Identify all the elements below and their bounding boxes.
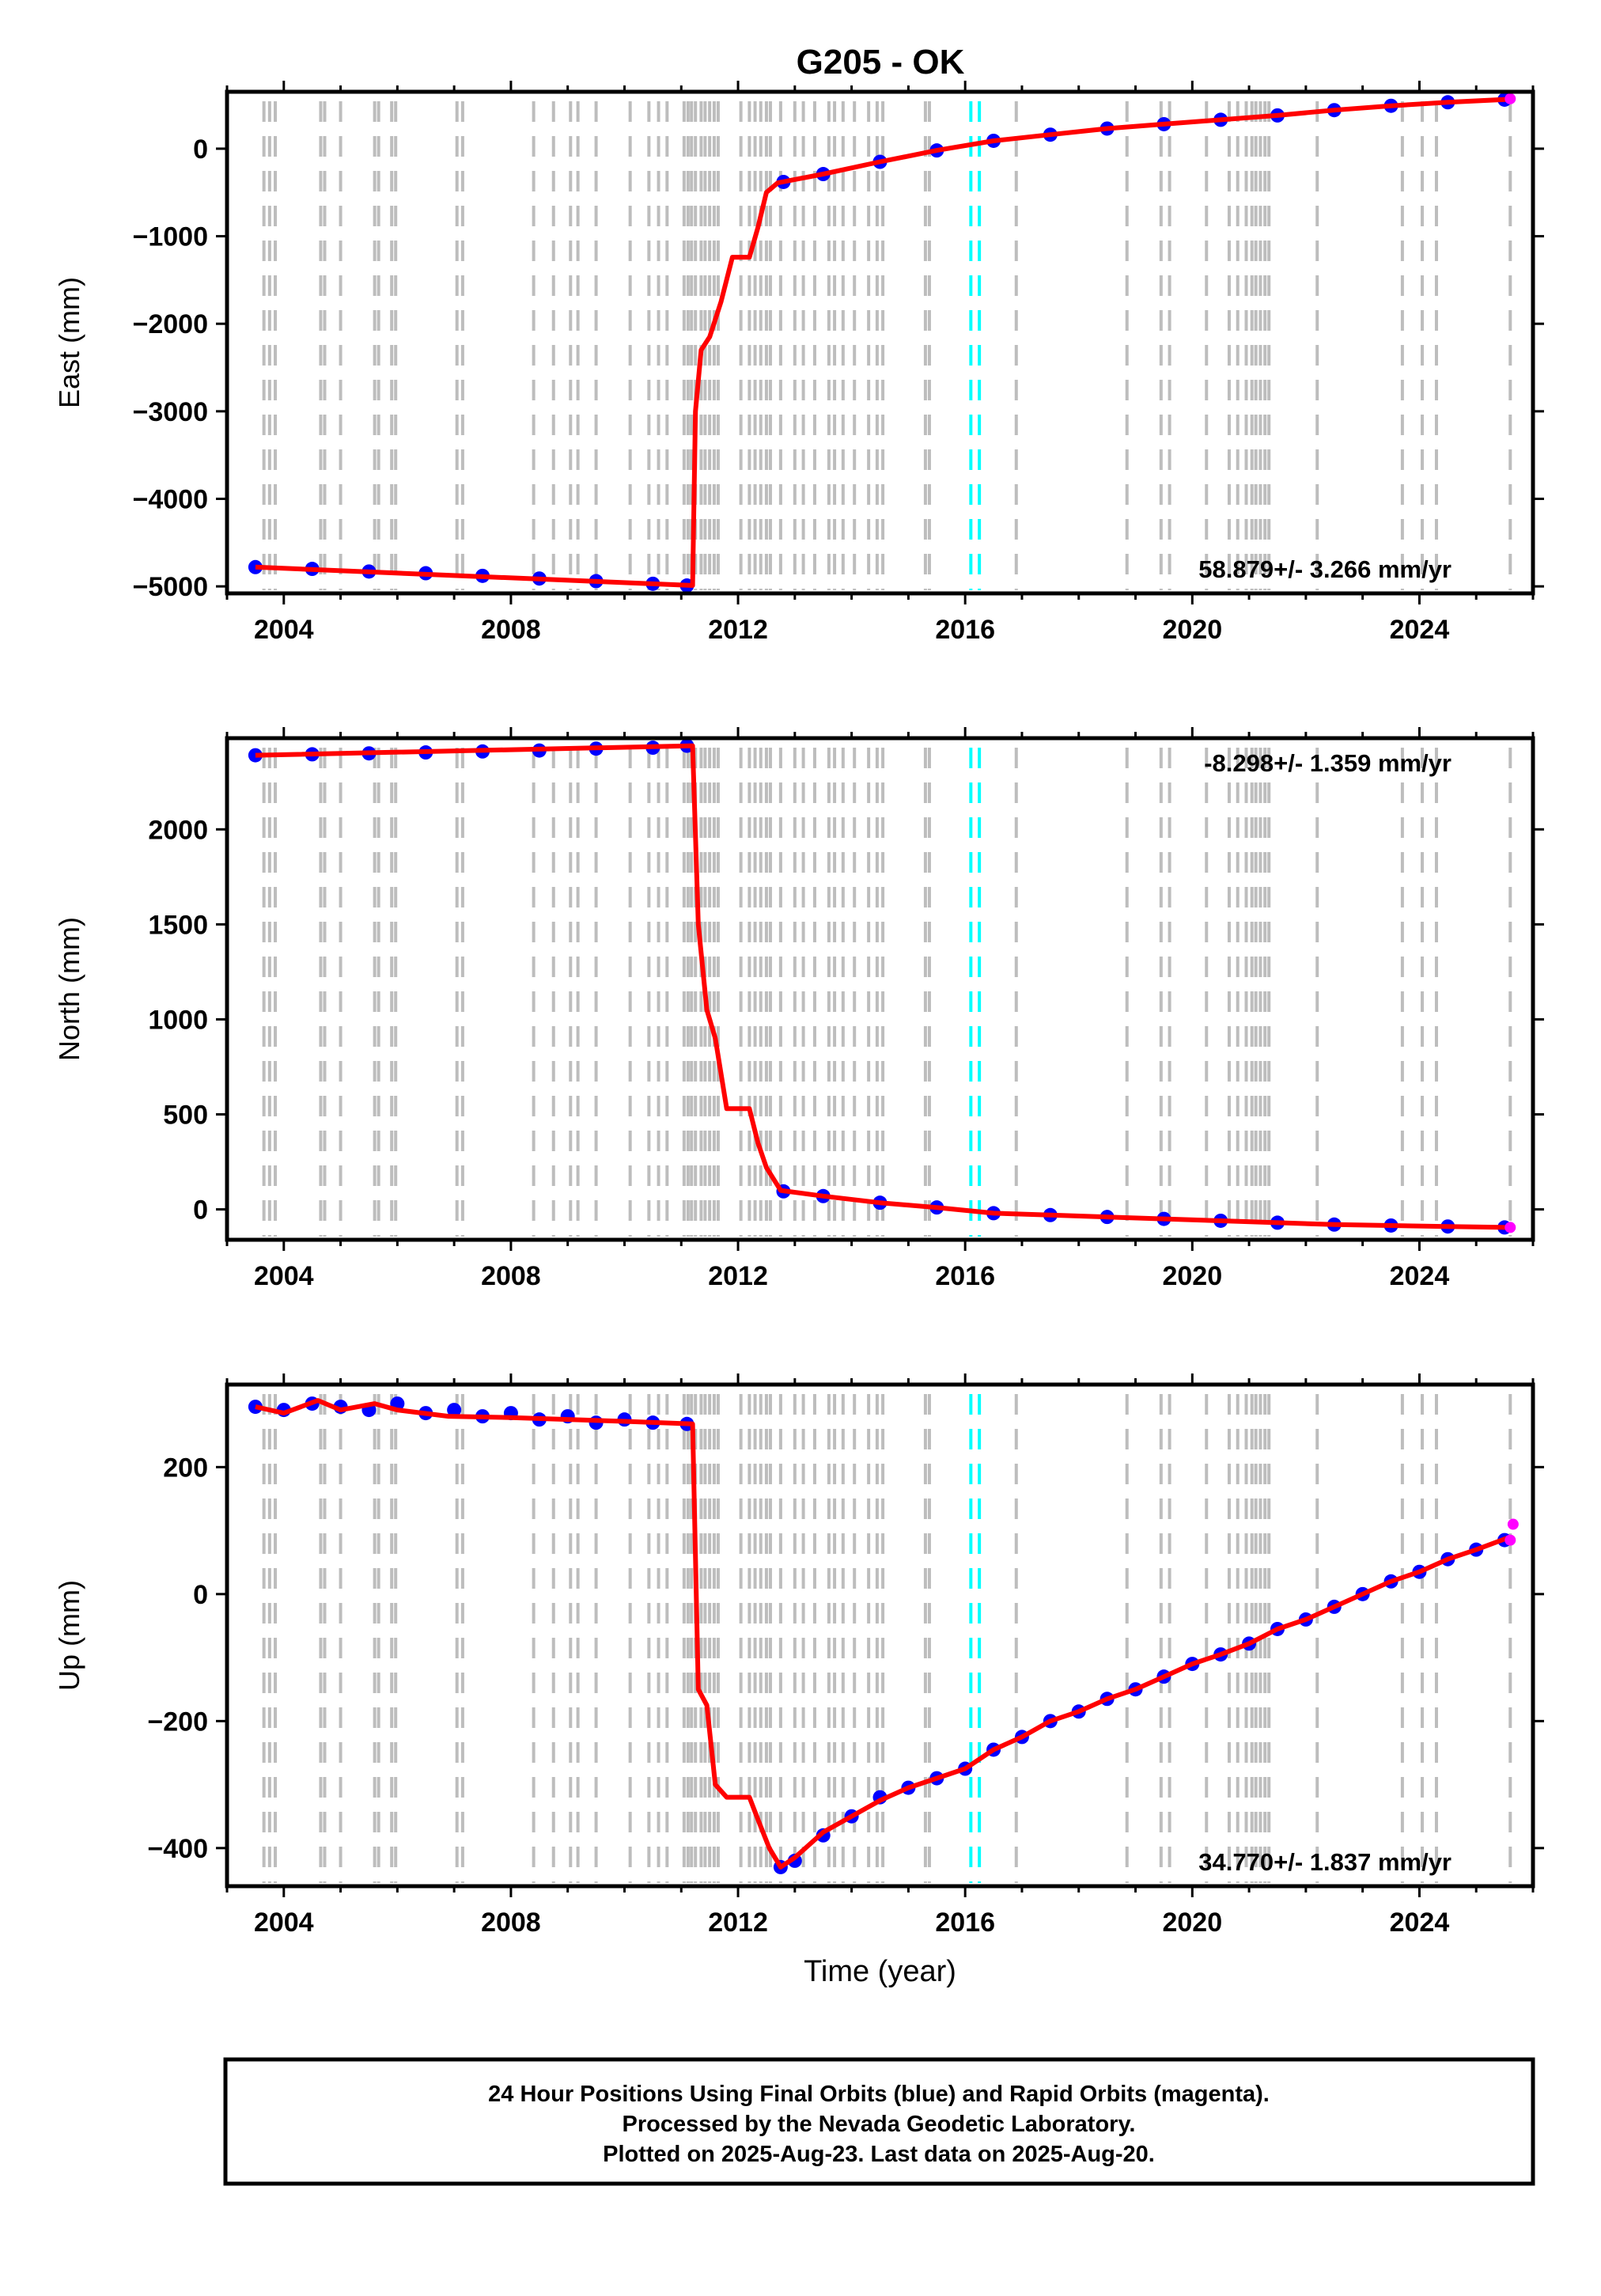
y-tick-label: 500: [163, 1101, 208, 1131]
rate-label: 58.879+/- 3.266 mm/yr: [1198, 555, 1451, 583]
x-tick-label: 2012: [708, 1908, 768, 1938]
final-orbit-point: [447, 1403, 462, 1418]
y-axis-label: Up (mm): [53, 1580, 85, 1691]
y-tick-label: −3000: [133, 397, 209, 427]
plot-frame: [225, 736, 1535, 1242]
plot-frame: [225, 1382, 1535, 1889]
y-tick-label: 200: [163, 1453, 208, 1483]
y-tick-label: −400: [147, 1834, 208, 1864]
y-tick-label: −200: [147, 1707, 208, 1737]
rapid-orbit-point: [1504, 93, 1516, 104]
x-tick-label: 2008: [481, 615, 541, 645]
footer-border: [223, 2057, 1535, 2186]
y-tick-label: −2000: [133, 309, 209, 339]
footer-line-3: Plotted on 2025-Aug-23. Last data on 202…: [603, 2142, 1155, 2167]
plot-frame: [225, 89, 1535, 596]
plot-area: [227, 92, 1533, 593]
y-axis-label: North (mm): [53, 917, 85, 1061]
y-axis-label: East (mm): [53, 277, 85, 408]
footer-line-1: 24 Hour Positions Using Final Orbits (bl…: [488, 2082, 1270, 2107]
x-tick-label: 2024: [1390, 1261, 1450, 1291]
y-tick-label: 0: [193, 1195, 208, 1226]
x-tick-label: 2008: [481, 1261, 541, 1291]
x-tick-label: 2020: [1162, 1908, 1222, 1938]
y-tick-label: −5000: [133, 572, 209, 602]
y-tick-label: −4000: [133, 485, 209, 515]
footer-box: 24 Hour Positions Using Final Orbits (bl…: [223, 2057, 1535, 2186]
x-tick-label: 2012: [708, 615, 768, 645]
x-tick-label: 2008: [481, 1908, 541, 1938]
y-tick-label: −1000: [133, 222, 209, 252]
model-line: [255, 97, 1511, 588]
x-tick-label: 2004: [254, 1908, 314, 1938]
east-panel: 2004 2008 2012 2016 2020 2024 0 −1000 −2000 −3000…: [53, 81, 1544, 645]
chart-title: G205 - OK: [797, 43, 965, 81]
final-orbit-point: [248, 748, 263, 763]
rapid-orbit-point: [1507, 1518, 1519, 1530]
y-tick-label: 0: [193, 1580, 208, 1610]
x-tick-label: 2016: [935, 1908, 995, 1938]
y-tick-label: 1000: [148, 1005, 208, 1035]
y-tick-label: 1500: [148, 910, 208, 940]
north-panel: 2004 2008 2012 2016 2020 2024 0 500 1000 1500 2000…: [53, 727, 1544, 1291]
up-panel: 2004 2008 2012 2016 2020 2024 200 0 −200 −400 Up (…: [53, 1373, 1544, 1988]
model-line: [255, 1398, 1512, 1870]
x-tick-label: 2020: [1162, 1261, 1222, 1291]
x-tick-label: 2004: [254, 615, 314, 645]
plot-area: [227, 738, 1533, 1240]
x-tick-label: 2020: [1162, 615, 1222, 645]
x-tick-label: 2016: [935, 615, 995, 645]
rapid-orbit-point: [1504, 1222, 1516, 1233]
x-tick-label: 2004: [254, 1261, 314, 1291]
final-orbit-point: [248, 559, 263, 574]
footer-line-2: Processed by the Nevada Geodetic Laborat…: [623, 2112, 1136, 2137]
rate-label: -8.298+/- 1.359 mm/yr: [1204, 749, 1451, 777]
x-tick-label: 2024: [1390, 615, 1450, 645]
model-line: [255, 743, 1511, 1230]
x-tick-label: 2024: [1390, 1908, 1450, 1938]
x-tick-label: 2016: [935, 1261, 995, 1291]
y-tick-label: 0: [193, 135, 208, 165]
plot-area: [227, 1385, 1533, 1886]
rapid-orbit-point: [1504, 1534, 1516, 1546]
final-orbit-point: [248, 1400, 263, 1415]
rate-label: 34.770+/- 1.837 mm/yr: [1198, 1848, 1451, 1876]
y-tick-label: 2000: [148, 815, 208, 845]
x-tick-label: 2012: [708, 1261, 768, 1291]
x-axis-label: Time (year): [804, 1955, 956, 1988]
